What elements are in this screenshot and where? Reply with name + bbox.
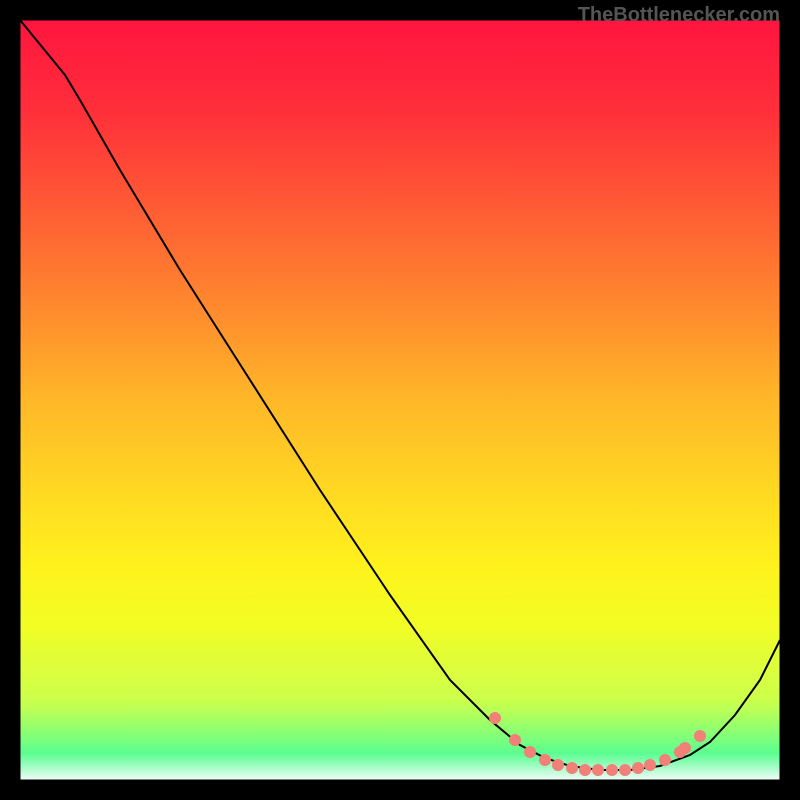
curve-marker bbox=[579, 764, 591, 776]
curve-marker bbox=[552, 759, 564, 771]
curve-marker bbox=[679, 742, 691, 754]
watermark-text: TheBottlenecker.com bbox=[578, 4, 780, 27]
curve-marker bbox=[659, 754, 671, 766]
chart-svg bbox=[0, 0, 800, 800]
curve-marker bbox=[566, 762, 578, 774]
curve-marker bbox=[524, 746, 536, 758]
curve-marker bbox=[606, 764, 618, 776]
curve-marker bbox=[539, 754, 551, 766]
chart-root: TheBottlenecker.com bbox=[0, 0, 800, 800]
curve-marker bbox=[694, 730, 706, 742]
curve-marker bbox=[644, 759, 656, 771]
curve-marker bbox=[592, 764, 604, 776]
curve-marker bbox=[489, 712, 501, 724]
curve-marker bbox=[509, 734, 521, 746]
bottom-wash bbox=[20, 600, 780, 780]
curve-marker bbox=[619, 764, 631, 776]
curve-marker bbox=[632, 762, 644, 774]
